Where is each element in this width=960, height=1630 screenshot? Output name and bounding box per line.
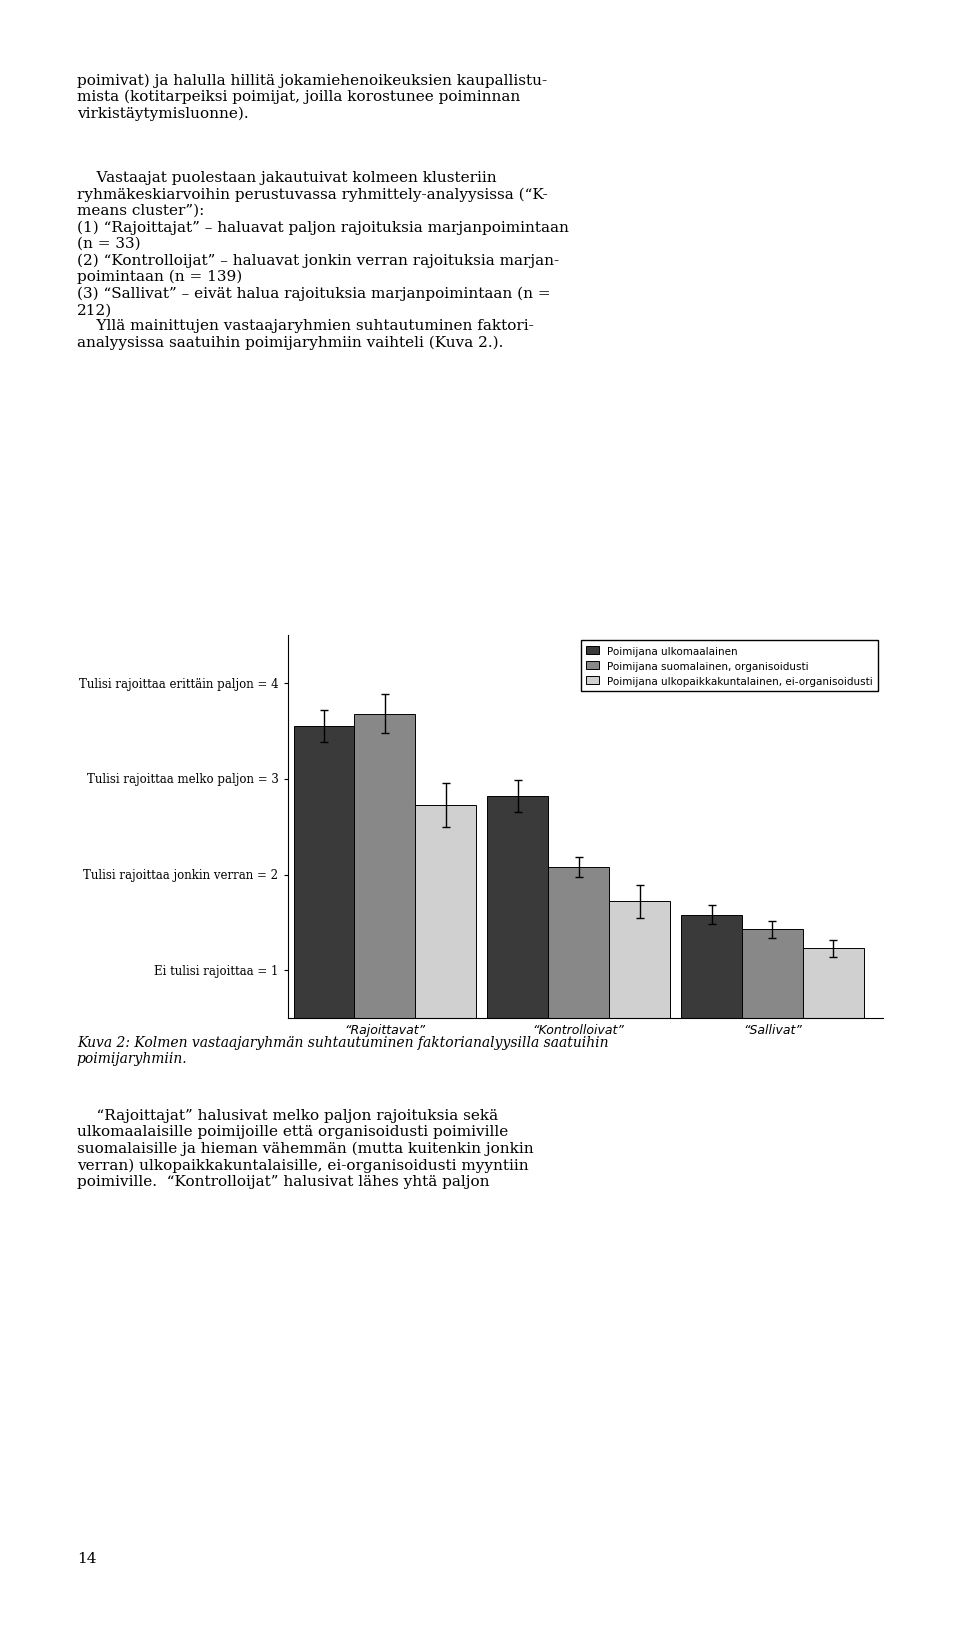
Legend: Poimijana ulkomaalainen, Poimijana suomalainen, organisoidusti, Poimijana ulkopa: Poimijana ulkomaalainen, Poimijana suoma… bbox=[581, 641, 878, 691]
Text: Tulisi rajoittaa erittäin paljon = 4: Tulisi rajoittaa erittäin paljon = 4 bbox=[79, 676, 278, 689]
Bar bbox=[354, 714, 416, 1066]
Bar bbox=[742, 929, 803, 1066]
Text: Ei tulisi rajoittaa = 1: Ei tulisi rajoittaa = 1 bbox=[154, 965, 278, 978]
Bar bbox=[803, 949, 864, 1066]
Bar bbox=[416, 805, 476, 1066]
Bar bbox=[610, 901, 670, 1066]
Text: Tulisi rajoittaa melko paljon = 3: Tulisi rajoittaa melko paljon = 3 bbox=[86, 773, 278, 786]
Text: poimivat) ja halulla hillitä jokamiehenoikeuksien kaupallistu-
mista (kotitarpei: poimivat) ja halulla hillitä jokamieheno… bbox=[77, 73, 547, 121]
Bar bbox=[681, 916, 742, 1066]
Text: 14: 14 bbox=[77, 1550, 96, 1565]
Text: Vastaajat puolestaan jakautuivat kolmeen klusteriin
ryhmäkeskiarvoihin perustuva: Vastaajat puolestaan jakautuivat kolmeen… bbox=[77, 171, 568, 350]
Bar bbox=[548, 867, 610, 1066]
Text: Tulisi rajoittaa jonkin verran = 2: Tulisi rajoittaa jonkin verran = 2 bbox=[84, 869, 278, 882]
Bar bbox=[488, 797, 548, 1066]
Text: “Rajoittajat” halusivat melko paljon rajoituksia sekä
ulkomaalaisille poimijoill: “Rajoittajat” halusivat melko paljon raj… bbox=[77, 1108, 534, 1188]
Text: Kuva 2: Kolmen vastaajaryhmän suhtautuminen faktorianalyysilla saatuihin
poimija: Kuva 2: Kolmen vastaajaryhmän suhtautumi… bbox=[77, 1035, 609, 1066]
Bar bbox=[294, 727, 354, 1066]
